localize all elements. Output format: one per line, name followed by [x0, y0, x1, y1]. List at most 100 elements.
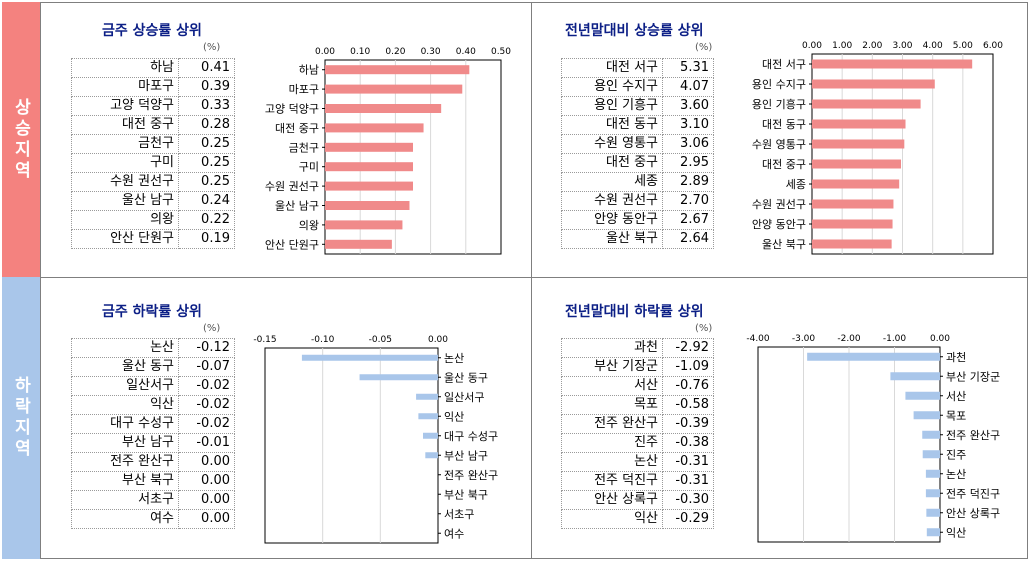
- region-name-cell: 부산 남구: [71, 433, 179, 453]
- rate-value-cell: -0.31: [662, 471, 714, 491]
- rate-value-cell: 3.10: [662, 115, 714, 135]
- table-row: 부산 남구 -0.01: [71, 433, 235, 453]
- table-row: 구미 0.25: [71, 153, 235, 173]
- rate-value-cell: 0.25: [178, 153, 235, 173]
- rate-value-cell: 0.41: [178, 58, 235, 78]
- region-name-cell: 대전 중구: [71, 115, 179, 135]
- data-bar: [325, 123, 424, 133]
- table-row: 부산 기장군 -1.09: [561, 357, 714, 377]
- x-tick-label: 0.40: [456, 47, 476, 57]
- x-tick-label: -1.00: [883, 334, 907, 344]
- category-label: 안산 상록구: [946, 507, 1000, 520]
- region-name-cell: 대구 수성구: [71, 414, 179, 434]
- rising-region-label: 상승지역: [2, 2, 41, 277]
- data-bar: [925, 469, 940, 478]
- table-row: 용인 수지구 4.07: [561, 77, 714, 97]
- x-tick-label: 0.00: [428, 335, 448, 345]
- data-bar: [359, 374, 438, 381]
- category-label: 대전 서구: [762, 58, 806, 71]
- x-tick-label: -0.10: [311, 335, 335, 345]
- region-name-cell: 진주: [561, 433, 663, 453]
- region-name-cell: 구미: [71, 153, 179, 173]
- region-name-cell: 안양 동안구: [561, 210, 663, 230]
- x-tick-label: 0.00: [802, 41, 822, 51]
- region-name-cell: 수원 영통구: [561, 134, 663, 154]
- category-label: 세종: [786, 178, 806, 191]
- rate-value-cell: -0.31: [662, 452, 714, 472]
- table-row: 안산 단원구 0.19: [71, 229, 235, 249]
- category-label: 목포: [946, 409, 966, 422]
- rate-value-cell: 0.19: [178, 229, 235, 249]
- rate-value-cell: 4.07: [662, 77, 714, 97]
- category-label: 수원 권선구: [265, 180, 319, 193]
- table-row: 진주 -0.38: [561, 433, 714, 453]
- rate-value-cell: -0.01: [178, 433, 235, 453]
- category-label: 대전 중구: [275, 122, 319, 135]
- region-name-cell: 울산 북구: [561, 229, 663, 249]
- data-bar: [812, 139, 905, 149]
- x-tick-label: 1.00: [832, 41, 852, 51]
- category-label: 울산 북구: [762, 238, 806, 251]
- unit-label: (%): [203, 323, 221, 334]
- x-tick-label: 0.30: [421, 47, 441, 57]
- table-row: 익산 -0.02: [71, 395, 235, 415]
- rate-value-cell: 2.89: [662, 172, 714, 192]
- column-divider: [531, 2, 532, 559]
- rate-value-cell: 2.95: [662, 153, 714, 173]
- rate-value-cell: -0.02: [178, 395, 235, 415]
- data-bar: [812, 99, 921, 109]
- region-name-cell: 익산: [71, 395, 179, 415]
- rate-value-cell: 0.00: [178, 452, 235, 472]
- category-label: 논산: [946, 468, 966, 481]
- region-name-cell: 전주 덕진구: [561, 471, 663, 491]
- category-label: 안산 단원구: [265, 238, 319, 251]
- table-row: 안양 동안구 2.67: [561, 210, 714, 230]
- x-tick-label: 0.00: [315, 47, 335, 57]
- rate-value-cell: 0.33: [178, 96, 235, 116]
- category-label: 용인 기흥구: [752, 97, 806, 111]
- region-name-cell: 하남: [71, 58, 179, 78]
- x-tick-label: -3.00: [792, 334, 816, 344]
- rate-value-cell: -0.76: [662, 376, 714, 396]
- region-name-cell: 용인 기흥구: [561, 96, 663, 116]
- data-bar: [325, 181, 413, 191]
- region-name-cell: 금천구: [71, 134, 179, 154]
- category-label: 익산: [946, 526, 966, 539]
- x-tick-label: 0.50: [491, 47, 511, 57]
- region-name-cell: 과천: [561, 338, 663, 358]
- data-bar: [325, 220, 403, 230]
- region-name-cell: 수원 권선구: [561, 191, 663, 211]
- data-bar: [812, 159, 901, 169]
- table-row: 여수 0.00: [71, 509, 235, 529]
- table-row: 대전 중구 0.28: [71, 115, 235, 135]
- rate-value-cell: 2.70: [662, 191, 714, 211]
- table-row: 안산 상록구 -0.30: [561, 490, 714, 510]
- ranking-table-weekly-fall: 논산 -0.12 울산 동구 -0.07 일산서구 -0.02 익산 -0.02 대구 수성구 -…: [71, 338, 235, 529]
- unit-label: (%): [203, 42, 221, 53]
- table-row: 대전 동구 3.10: [561, 115, 714, 135]
- region-name-cell: 세종: [561, 172, 663, 192]
- category-label: 울산 동구: [444, 371, 488, 384]
- category-label: 서산: [946, 390, 966, 403]
- region-name-cell: 서산: [561, 376, 663, 396]
- region-name-cell: 고양 덕양구: [71, 96, 179, 116]
- data-bar: [325, 201, 410, 210]
- rate-value-cell: 0.28: [178, 115, 235, 135]
- region-name-cell: 용인 수지구: [561, 77, 663, 97]
- rate-value-cell: -1.09: [662, 357, 714, 377]
- rate-value-cell: 2.64: [662, 229, 714, 249]
- table-row: 울산 남구 0.24: [71, 191, 235, 211]
- x-tick-label: 2.00: [862, 41, 882, 51]
- data-bar: [325, 239, 392, 249]
- region-name-cell: 부산 북구: [71, 471, 179, 491]
- table-row: 전주 완산구 -0.39: [561, 414, 714, 434]
- category-label: 구미: [299, 161, 319, 174]
- data-bar: [812, 239, 892, 249]
- category-label: 고양 덕양구: [265, 103, 319, 116]
- category-label: 안양 동안구: [752, 218, 806, 231]
- rate-value-cell: -0.30: [662, 490, 714, 510]
- rate-value-cell: 0.00: [178, 471, 235, 491]
- category-label: 부산 기장군: [946, 370, 1000, 383]
